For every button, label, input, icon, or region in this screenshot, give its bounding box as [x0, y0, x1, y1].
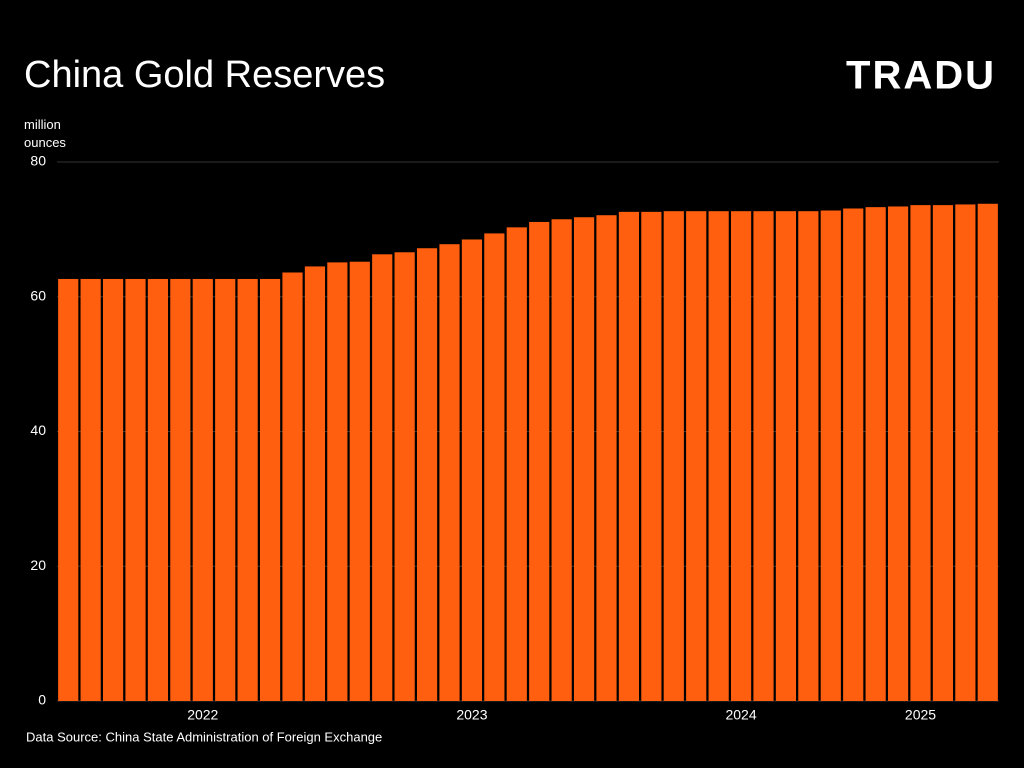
bar	[730, 211, 752, 701]
y-tick-label: 80	[30, 153, 46, 169]
bar	[282, 272, 303, 701]
bar	[955, 204, 976, 702]
bar	[618, 211, 640, 702]
bar	[125, 278, 146, 701]
bar	[461, 239, 483, 701]
bar	[798, 211, 819, 701]
bar	[259, 278, 281, 701]
bar	[506, 227, 527, 701]
bar	[349, 261, 370, 701]
source-note: Data Source: China State Administration …	[26, 729, 382, 744]
bar	[551, 219, 572, 702]
bar	[663, 211, 684, 701]
bar	[147, 278, 169, 701]
bar	[865, 207, 886, 702]
x-tick-label: 2023	[456, 707, 487, 723]
bar	[484, 233, 505, 702]
bar	[887, 206, 909, 701]
bar	[372, 254, 393, 701]
logo: TRADU	[846, 54, 996, 98]
bar	[215, 278, 236, 701]
bar	[529, 221, 550, 701]
bar	[192, 278, 213, 701]
y-tick-label: 60	[30, 287, 46, 303]
bar	[102, 278, 124, 701]
bar	[394, 252, 415, 701]
y-tick-label: 40	[30, 422, 46, 438]
bar	[753, 211, 774, 701]
chart-title: China Gold Reserves	[24, 54, 385, 96]
bar	[820, 210, 841, 701]
bar	[80, 278, 101, 701]
x-tick-label: 2022	[187, 707, 218, 723]
bar	[775, 211, 797, 701]
x-tick-label: 2025	[905, 707, 936, 723]
y-axis-label-box: million ounces	[24, 117, 66, 150]
bar	[686, 211, 707, 701]
y-tick-label: 20	[30, 557, 46, 573]
y-axis-label: million ounces	[24, 117, 66, 150]
bar	[327, 262, 348, 701]
bar	[573, 217, 595, 701]
bar	[708, 211, 729, 701]
y-tick-label: 0	[38, 692, 46, 708]
x-tick-label: 2024	[725, 707, 756, 723]
bar	[910, 205, 931, 701]
bar	[843, 208, 864, 701]
bar	[304, 266, 326, 701]
bar	[596, 215, 617, 701]
bar	[237, 278, 258, 701]
bar	[416, 248, 438, 702]
bar	[977, 203, 998, 701]
bar	[439, 244, 460, 701]
bar	[932, 205, 954, 701]
bar	[58, 278, 79, 701]
bar	[641, 211, 662, 702]
bar	[170, 278, 191, 701]
